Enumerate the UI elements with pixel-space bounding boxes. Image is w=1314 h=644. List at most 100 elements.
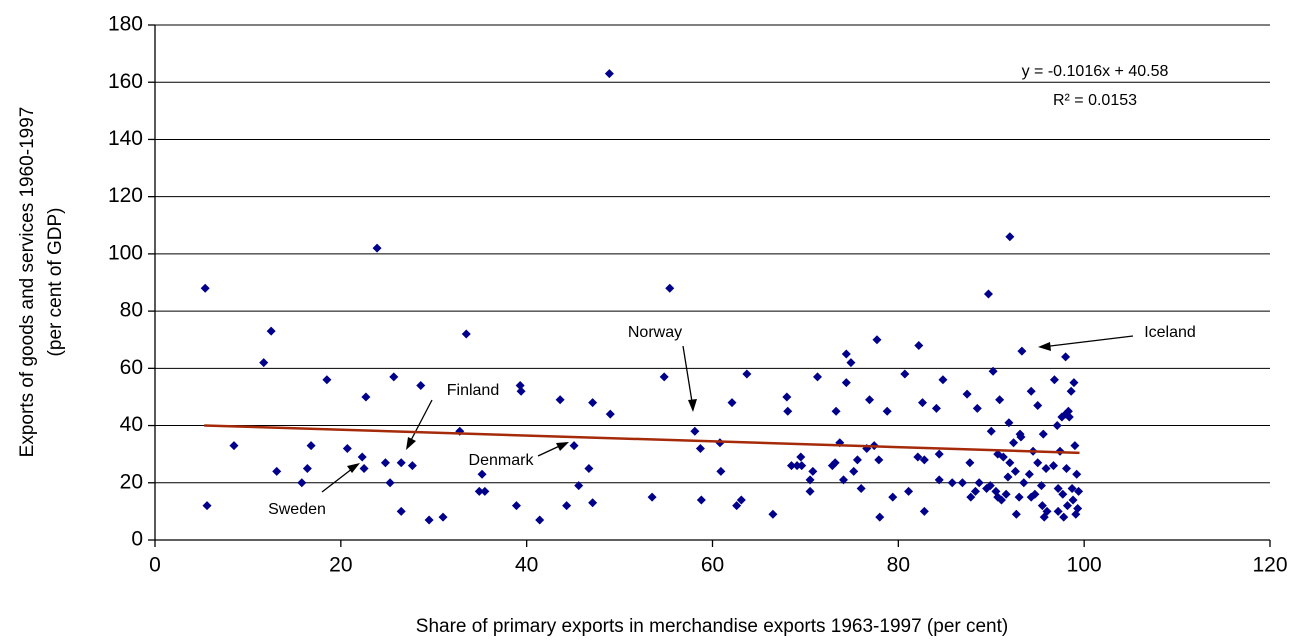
point [995, 395, 1005, 405]
point [229, 441, 239, 451]
point [605, 409, 615, 419]
point [1068, 495, 1078, 505]
point [696, 495, 706, 505]
point [875, 512, 885, 522]
y-tick-label: 180 [108, 13, 143, 36]
point [588, 498, 598, 508]
annotation-arrows [321, 335, 1134, 493]
point [947, 478, 957, 488]
point [812, 372, 822, 382]
point [957, 478, 967, 488]
point [839, 475, 849, 485]
point [841, 378, 851, 388]
point [900, 369, 910, 379]
point [516, 386, 526, 396]
point [372, 243, 382, 253]
y-axis-label: (per cent of GDP) [45, 208, 66, 357]
point [604, 69, 614, 79]
point [1030, 489, 1040, 499]
point [796, 452, 806, 462]
point [322, 375, 332, 385]
point [965, 458, 975, 468]
y-axis-label: Exports of goods and services 1960-1997 [17, 107, 38, 458]
point [716, 466, 726, 476]
point [1026, 386, 1036, 396]
x-tick-label: 20 [329, 554, 352, 577]
arrow [682, 345, 694, 409]
arrow [1041, 335, 1134, 348]
point [988, 366, 998, 376]
point [797, 461, 807, 471]
y-tick-label: 0 [131, 528, 143, 551]
point [783, 406, 793, 416]
point [831, 406, 841, 416]
point [407, 461, 417, 471]
point [962, 389, 972, 399]
country-label: Sweden [268, 501, 326, 518]
point [1016, 432, 1026, 442]
point [474, 486, 484, 496]
point [882, 406, 892, 416]
point [396, 458, 406, 468]
point [1010, 466, 1020, 476]
point [865, 395, 875, 405]
point [1053, 484, 1063, 493]
point [914, 340, 924, 350]
point [805, 486, 815, 496]
point [477, 469, 487, 479]
point [1037, 501, 1047, 511]
point [931, 403, 941, 413]
point [665, 283, 675, 293]
point [461, 329, 471, 339]
point [574, 481, 584, 491]
point [972, 403, 982, 413]
arrow [407, 399, 433, 447]
arrow-head [688, 399, 697, 412]
point [742, 369, 752, 379]
x-tick-label: 80 [887, 554, 910, 577]
point [792, 461, 802, 471]
point [1001, 489, 1011, 499]
point [974, 478, 984, 488]
point [846, 358, 856, 368]
point [306, 441, 316, 451]
y-tick-label: 20 [120, 470, 143, 493]
point [1033, 458, 1043, 468]
point [259, 358, 269, 368]
point [1063, 406, 1073, 416]
point [1033, 401, 1043, 411]
point [695, 443, 705, 453]
point [934, 449, 944, 459]
point [841, 349, 851, 359]
point [359, 463, 369, 473]
point [919, 506, 929, 516]
point [1042, 506, 1052, 516]
point [1009, 438, 1019, 448]
point [1038, 429, 1048, 439]
point [985, 481, 995, 491]
point [1053, 506, 1063, 516]
point [647, 492, 657, 502]
point [1005, 458, 1015, 468]
arrow-head [556, 442, 569, 451]
equation: y = -0.1016x + 40.58 [1022, 63, 1169, 80]
country-label: Denmark [469, 452, 535, 469]
point [913, 452, 923, 462]
point [830, 458, 840, 468]
point [917, 398, 927, 408]
point [1073, 504, 1083, 514]
point [808, 466, 818, 476]
point [1041, 463, 1051, 473]
point [998, 452, 1008, 462]
arrow-head [406, 437, 416, 450]
point [966, 492, 976, 502]
point [659, 372, 669, 382]
x-tick-label: 60 [701, 554, 724, 577]
point [736, 495, 746, 505]
point [938, 375, 948, 385]
point [1072, 469, 1082, 479]
point [1017, 346, 1027, 356]
point [768, 509, 778, 519]
point [1061, 352, 1071, 362]
point [996, 495, 1006, 505]
